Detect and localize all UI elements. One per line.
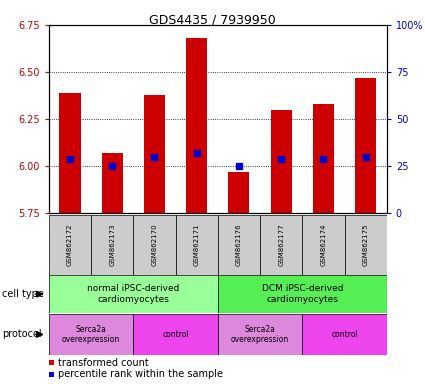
FancyBboxPatch shape bbox=[218, 314, 302, 355]
Text: GSM862176: GSM862176 bbox=[236, 223, 242, 266]
FancyBboxPatch shape bbox=[49, 275, 218, 313]
Point bbox=[320, 156, 327, 162]
Text: cell type: cell type bbox=[2, 289, 44, 299]
Bar bbox=[313, 104, 334, 213]
FancyBboxPatch shape bbox=[49, 215, 91, 275]
FancyBboxPatch shape bbox=[345, 215, 387, 275]
Bar bbox=[144, 94, 165, 213]
Text: GSM862173: GSM862173 bbox=[109, 223, 115, 266]
FancyBboxPatch shape bbox=[260, 215, 302, 275]
FancyBboxPatch shape bbox=[91, 215, 133, 275]
Text: DCM iPSC-derived
cardiomyocytes: DCM iPSC-derived cardiomyocytes bbox=[261, 285, 343, 304]
Point bbox=[278, 156, 285, 162]
Text: GSM862177: GSM862177 bbox=[278, 223, 284, 266]
Point bbox=[109, 163, 116, 169]
Point bbox=[362, 154, 369, 160]
FancyBboxPatch shape bbox=[218, 275, 387, 313]
FancyBboxPatch shape bbox=[133, 314, 218, 355]
Bar bbox=[60, 93, 81, 213]
Text: control: control bbox=[331, 330, 358, 339]
Point bbox=[151, 154, 158, 160]
Bar bbox=[102, 153, 123, 213]
FancyBboxPatch shape bbox=[176, 215, 218, 275]
Text: Serca2a
overexpression: Serca2a overexpression bbox=[231, 325, 289, 344]
FancyBboxPatch shape bbox=[218, 215, 260, 275]
FancyBboxPatch shape bbox=[302, 215, 345, 275]
Bar bbox=[355, 78, 376, 213]
FancyBboxPatch shape bbox=[49, 314, 133, 355]
Point bbox=[193, 150, 200, 156]
Text: control: control bbox=[162, 330, 189, 339]
Text: GSM862175: GSM862175 bbox=[363, 223, 368, 266]
Point bbox=[235, 163, 242, 169]
Text: Serca2a
overexpression: Serca2a overexpression bbox=[62, 325, 120, 344]
Text: transformed count: transformed count bbox=[58, 358, 149, 368]
Point bbox=[67, 156, 74, 162]
Text: protocol: protocol bbox=[2, 329, 42, 339]
Text: GSM862170: GSM862170 bbox=[151, 223, 157, 266]
Bar bbox=[186, 38, 207, 213]
FancyBboxPatch shape bbox=[133, 215, 176, 275]
Text: normal iPSC-derived
cardiomyocytes: normal iPSC-derived cardiomyocytes bbox=[87, 285, 179, 304]
Text: GSM862174: GSM862174 bbox=[320, 223, 326, 266]
Text: percentile rank within the sample: percentile rank within the sample bbox=[58, 369, 223, 379]
Text: GSM862172: GSM862172 bbox=[67, 223, 73, 266]
Text: GDS4435 / 7939950: GDS4435 / 7939950 bbox=[149, 13, 276, 26]
FancyBboxPatch shape bbox=[302, 314, 387, 355]
Bar bbox=[228, 172, 249, 213]
Bar bbox=[271, 110, 292, 213]
Text: GSM862171: GSM862171 bbox=[194, 223, 200, 266]
